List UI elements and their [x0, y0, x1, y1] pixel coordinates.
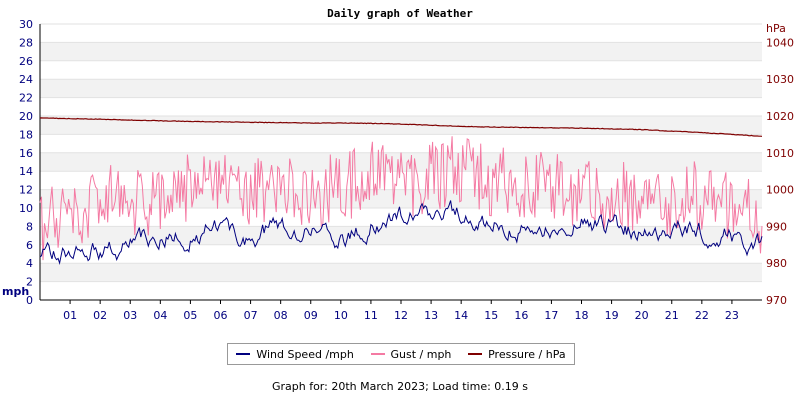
- x-tick-label: 17: [544, 309, 558, 322]
- x-tick-label: 02: [93, 309, 107, 322]
- series-line-pressure: [39, 117, 763, 137]
- y-right-tick-label: 1010: [766, 147, 794, 160]
- x-tick-label: 11: [364, 309, 378, 322]
- y-right-tick-label: 1000: [766, 184, 794, 197]
- y-left-tick-label: 8: [26, 220, 33, 233]
- legend-label-gust: Gust / mph: [390, 347, 452, 361]
- y-left-tick-label: 20: [19, 110, 33, 123]
- legend: Wind Speed /mph Gust / mph Pressure / hP…: [227, 343, 575, 365]
- legend-item-pressure: Pressure / hPa: [468, 348, 566, 361]
- y-left-tick-label: 30: [19, 18, 33, 31]
- grid-band: [40, 79, 762, 98]
- y-right-tick-label: 970: [766, 294, 787, 307]
- y-left-tick-label: 22: [19, 92, 33, 105]
- y-left-tick-label: 4: [26, 257, 33, 270]
- x-tick-label: 14: [454, 309, 468, 322]
- x-tick-label: 21: [665, 309, 679, 322]
- y-left-tick-label: 6: [26, 239, 33, 252]
- x-tick-label: 15: [484, 309, 498, 322]
- legend-item-wind: Wind Speed /mph: [236, 348, 354, 361]
- y-left-tick-label: 18: [19, 128, 33, 141]
- legend-item-gust: Gust / mph: [370, 347, 452, 361]
- y-right-unit: hPa: [766, 22, 786, 35]
- x-tick-label: 22: [695, 309, 709, 322]
- y-left-tick-label: 2: [26, 276, 33, 289]
- y-left-tick-label: 10: [19, 202, 33, 215]
- y-left-tick-label: 28: [19, 36, 33, 49]
- series-line-wind: [39, 200, 763, 266]
- y-right-tick-label: 1030: [766, 73, 794, 86]
- x-tick-label: 13: [424, 309, 438, 322]
- legend-swatch-wind: [236, 353, 251, 355]
- y-right-tick-label: 980: [766, 257, 787, 270]
- grid-band: [40, 42, 762, 61]
- y-left-tick-label: 26: [19, 55, 33, 68]
- legend-swatch-gust: [370, 353, 385, 355]
- grid-band: [40, 263, 762, 282]
- x-tick-label: 07: [244, 309, 258, 322]
- grid-band: [40, 152, 762, 172]
- y-left-tick-label: 14: [19, 165, 33, 178]
- x-tick-label: 01: [63, 309, 77, 322]
- y-left-tick-label: 24: [19, 73, 33, 86]
- x-tick-label: 06: [214, 309, 228, 322]
- legend-swatch-pressure: [468, 353, 483, 355]
- x-tick-label: 08: [274, 309, 288, 322]
- y-right-tick-label: 990: [766, 220, 787, 233]
- x-tick-label: 03: [123, 309, 137, 322]
- y-left-tick-label: 0: [26, 294, 33, 307]
- x-tick-label: 23: [725, 309, 739, 322]
- y-left-tick-label: 16: [19, 147, 33, 160]
- y-right-tick-label: 1040: [766, 36, 794, 49]
- x-tick-label: 12: [394, 309, 408, 322]
- legend-label-wind: Wind Speed /mph: [256, 347, 354, 361]
- grid-band: [40, 226, 762, 245]
- chart-title: Daily graph of Weather: [327, 7, 473, 20]
- grid-band: [40, 116, 762, 135]
- x-tick-label: 20: [635, 309, 649, 322]
- x-tick-label: 04: [153, 309, 167, 322]
- legend-label-pressure: Pressure / hPa: [488, 347, 566, 361]
- x-tick-label: 05: [183, 309, 197, 322]
- x-tick-label: 10: [334, 309, 348, 322]
- series-line-gust: [39, 136, 763, 261]
- y-left-tick-label: 12: [19, 184, 33, 197]
- y-right-tick-label: 1020: [766, 110, 794, 123]
- x-tick-label: 09: [304, 309, 318, 322]
- x-tick-label: 19: [605, 309, 619, 322]
- y-left-unit: mph: [2, 285, 29, 298]
- footer-status: Graph for: 20th March 2023; Load time: 0…: [271, 380, 529, 393]
- x-tick-label: 18: [575, 309, 589, 322]
- x-tick-label: 16: [514, 309, 528, 322]
